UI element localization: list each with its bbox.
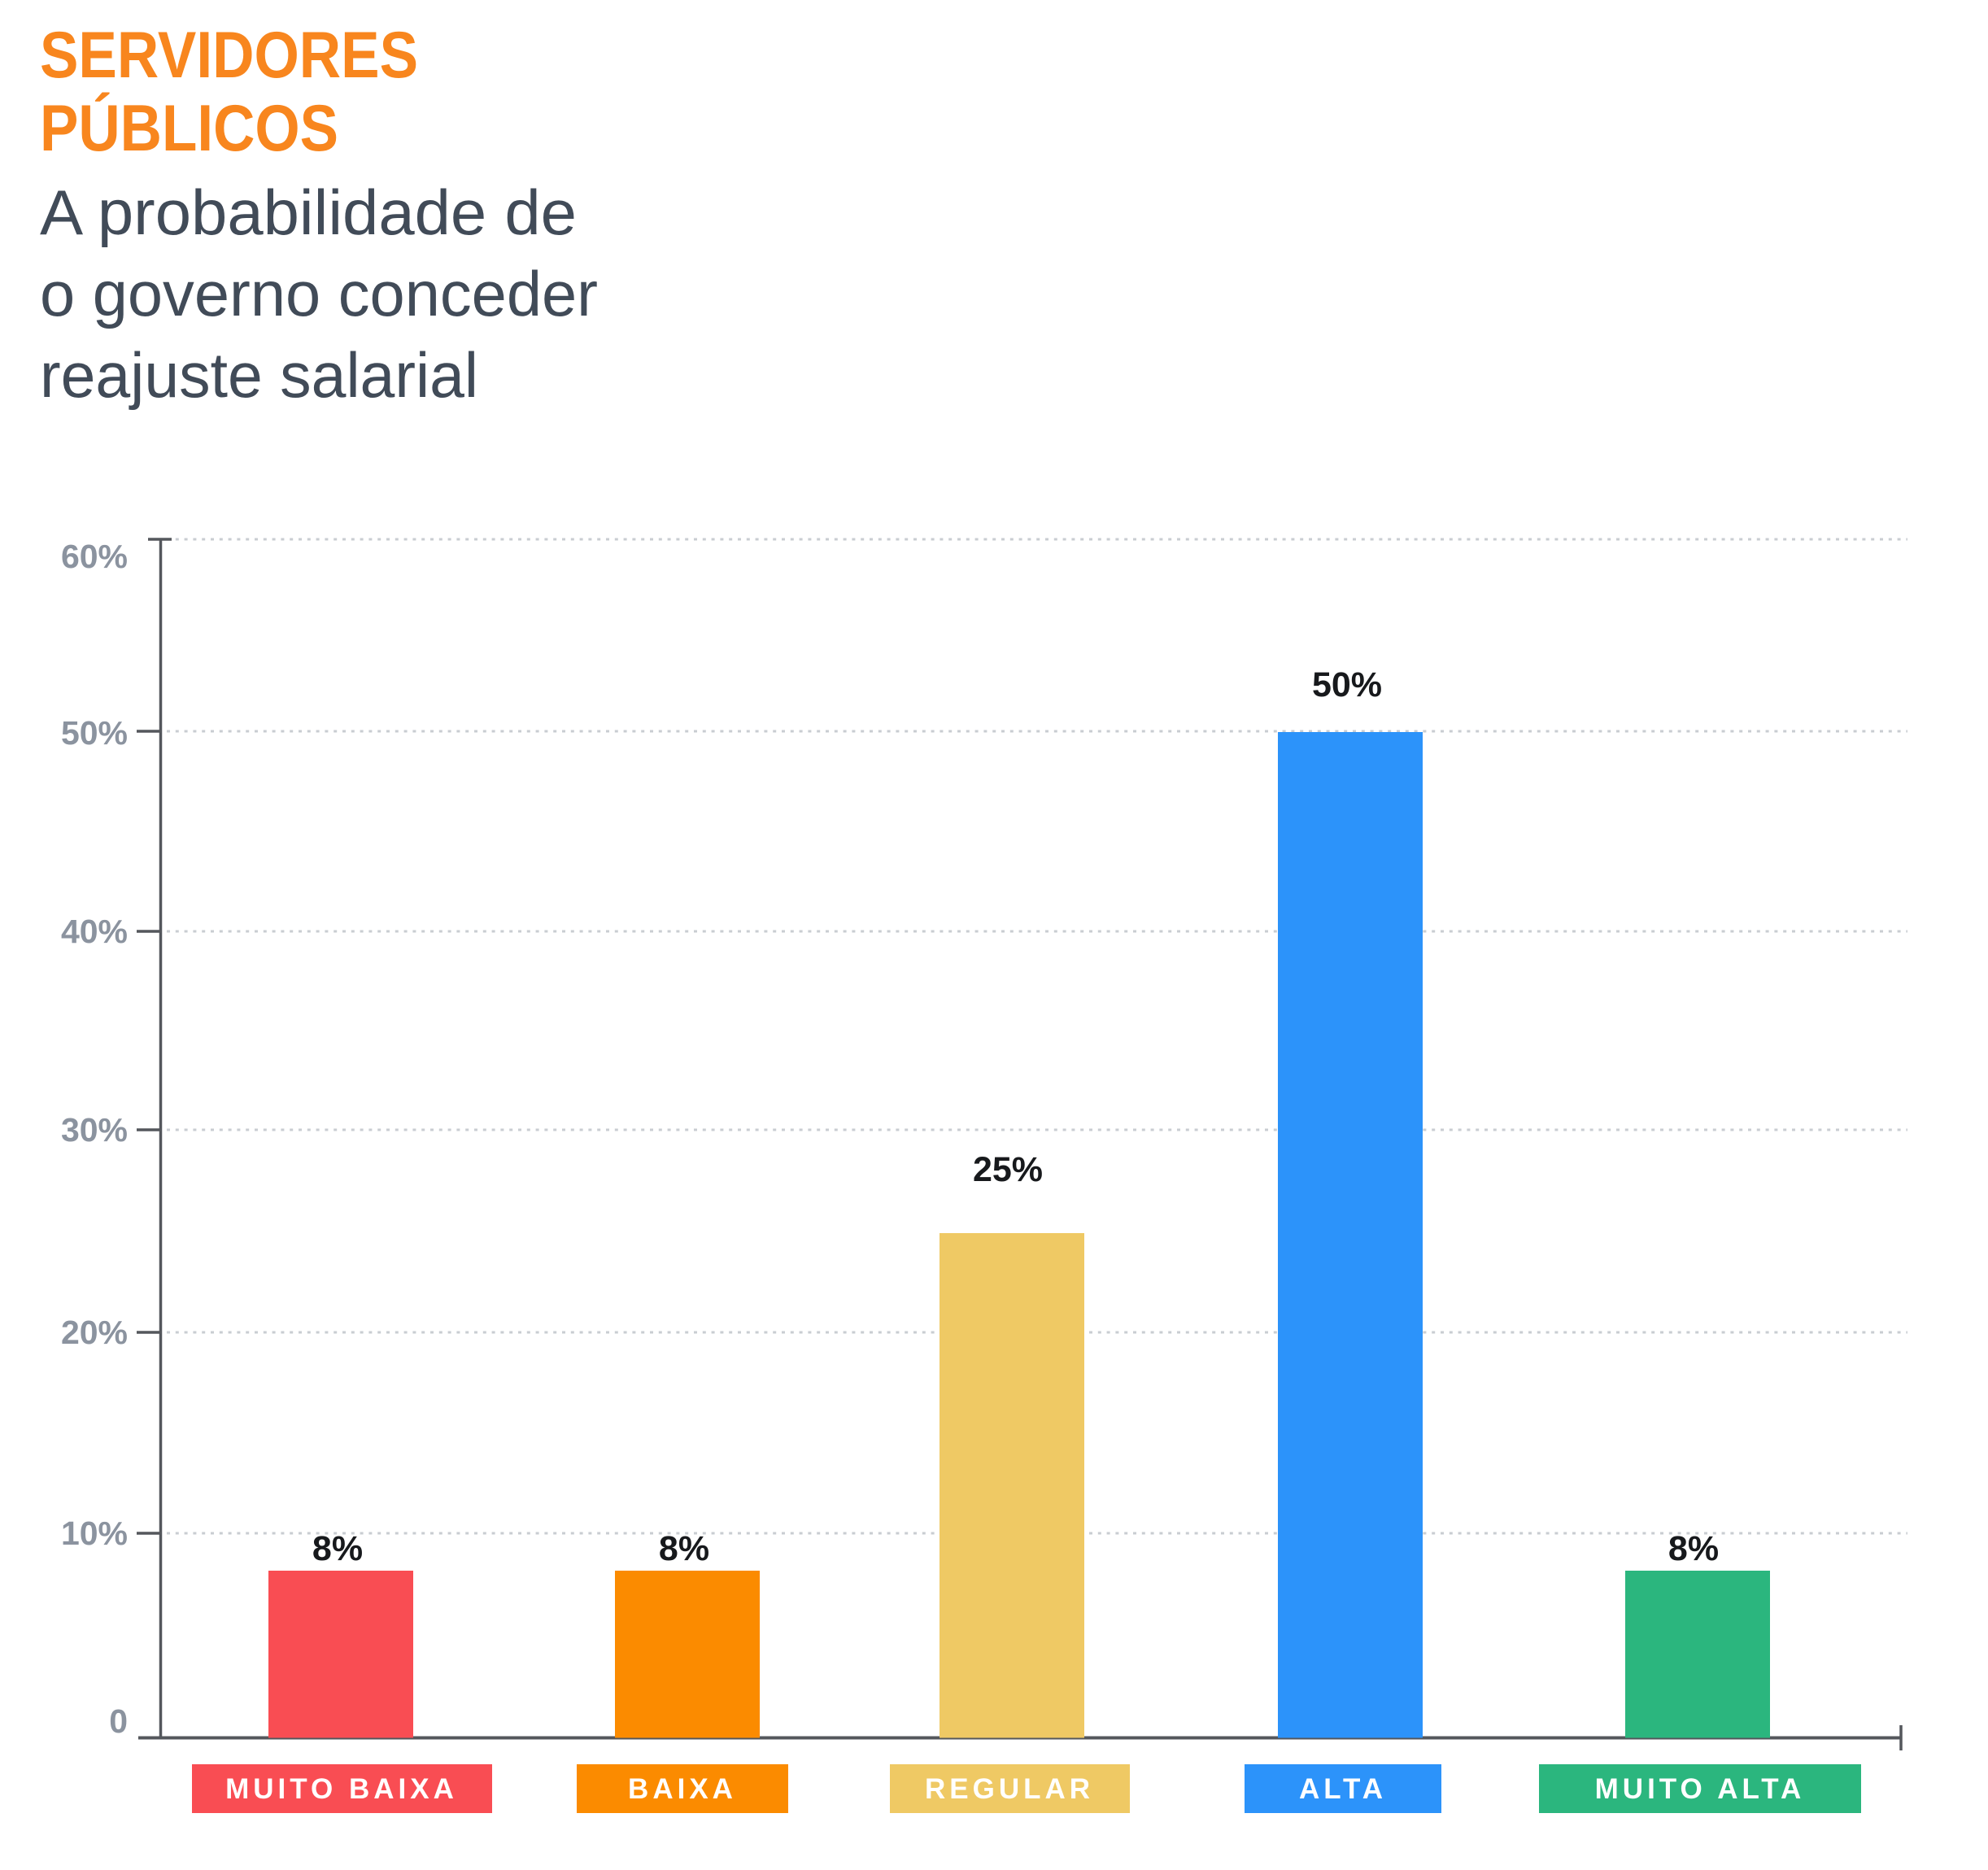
svg-text:20%: 20% xyxy=(61,1314,128,1351)
svg-text:ALTA: ALTA xyxy=(1299,1773,1387,1805)
svg-text:10%: 10% xyxy=(61,1515,128,1552)
svg-text:MUITO BAIXA: MUITO BAIXA xyxy=(225,1773,458,1805)
svg-text:PÚBLICOS: PÚBLICOS xyxy=(40,91,338,165)
svg-text:25%: 25% xyxy=(973,1150,1043,1189)
svg-text:A probabilidade de: A probabilidade de xyxy=(40,177,577,248)
svg-text:MUITO ALTA: MUITO ALTA xyxy=(1595,1773,1806,1805)
svg-text:60%: 60% xyxy=(61,538,128,575)
svg-text:0: 0 xyxy=(109,1702,128,1740)
svg-text:reajuste salarial: reajuste salarial xyxy=(40,339,478,411)
svg-text:50%: 50% xyxy=(1312,665,1382,704)
svg-text:8%: 8% xyxy=(659,1529,709,1568)
svg-text:30%: 30% xyxy=(61,1111,128,1149)
svg-text:o governo conceder: o governo conceder xyxy=(40,258,598,329)
svg-text:40%: 40% xyxy=(61,913,128,950)
svg-text:BAIXA: BAIXA xyxy=(628,1773,737,1805)
svg-text:8%: 8% xyxy=(1668,1529,1719,1568)
svg-text:8%: 8% xyxy=(312,1529,363,1568)
svg-text:REGULAR: REGULAR xyxy=(925,1773,1094,1805)
svg-text:50%: 50% xyxy=(61,714,128,752)
svg-text:SERVIDORES: SERVIDORES xyxy=(40,19,418,92)
